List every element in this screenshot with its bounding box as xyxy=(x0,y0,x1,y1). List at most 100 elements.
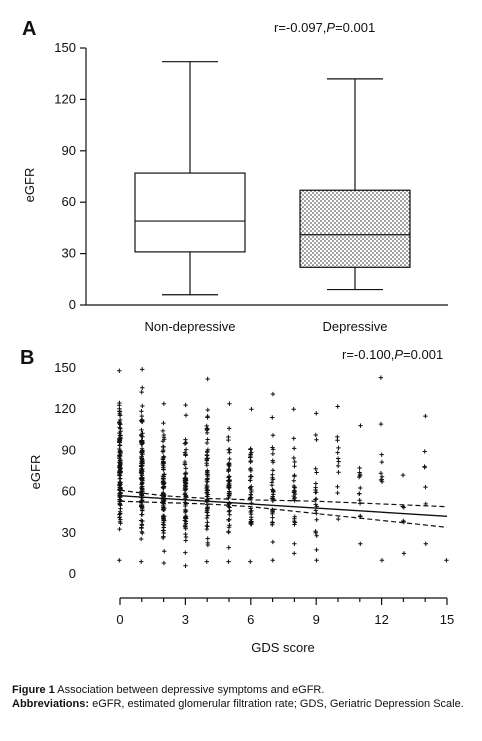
scatter-point xyxy=(270,558,275,563)
scatter-point xyxy=(379,558,385,563)
scatter-point xyxy=(336,470,341,475)
scatter-point xyxy=(227,512,232,517)
scatter-point xyxy=(118,498,123,503)
panel-b-x-tick-label: 12 xyxy=(374,612,388,627)
scatter-point xyxy=(358,485,363,491)
scatter-point xyxy=(248,559,253,564)
scatter-point xyxy=(422,464,427,469)
scatter-point xyxy=(204,477,210,483)
scatter-point xyxy=(138,475,144,481)
scatter-point xyxy=(160,535,166,541)
scatter-point xyxy=(226,483,232,488)
scatter-point xyxy=(139,479,145,485)
scatter-point xyxy=(314,437,319,442)
scatter-point xyxy=(139,427,144,433)
scatter-point xyxy=(358,541,363,546)
scatter-point xyxy=(205,437,210,442)
scatter-point xyxy=(314,547,319,553)
panel-a-category-label: Depressive xyxy=(322,319,387,334)
scatter-point xyxy=(160,428,166,434)
scatter-point xyxy=(226,469,231,474)
scatter-point xyxy=(117,483,122,488)
scatter-point xyxy=(335,463,341,469)
scatter-point xyxy=(204,427,210,433)
caption-figure-text: Association between depressive symptoms … xyxy=(54,684,325,696)
scatter-point xyxy=(248,509,253,515)
scatter-column xyxy=(356,423,363,546)
scatter-point xyxy=(117,502,123,507)
scatter-point xyxy=(117,476,123,481)
scatter-column xyxy=(160,401,167,566)
scatter-column xyxy=(226,401,232,564)
scatter-point xyxy=(227,401,232,406)
scatter-point xyxy=(313,502,318,507)
scatter-column xyxy=(378,375,385,563)
scatter-point xyxy=(139,525,144,530)
scatter-point xyxy=(204,461,209,466)
scatter-point xyxy=(292,519,297,524)
scatter-point xyxy=(291,436,296,441)
scatter-point xyxy=(140,403,145,409)
panel-b-annotation: r=-0.100,P=0.001 xyxy=(342,347,443,362)
scatter-point xyxy=(400,472,406,478)
scatter-point xyxy=(423,413,428,419)
panel-a-y-tick-label: 0 xyxy=(69,297,76,312)
scatter-point xyxy=(117,558,122,563)
scatter-point xyxy=(162,472,167,477)
scatter-point xyxy=(335,438,340,443)
scatter-point xyxy=(314,470,319,475)
scatter-point xyxy=(357,491,362,497)
scatter-point xyxy=(139,466,144,472)
scatter-point xyxy=(379,474,385,479)
scatter-point xyxy=(270,509,275,515)
scatter-point xyxy=(182,441,188,446)
scatter-point xyxy=(117,425,122,430)
scatter-point xyxy=(205,520,210,525)
scatter-point xyxy=(247,485,253,490)
scatter-point xyxy=(117,420,122,426)
scatter-point xyxy=(140,518,145,524)
scatter-point xyxy=(161,420,166,426)
scatter-point xyxy=(204,502,210,507)
scatter-point xyxy=(227,450,232,455)
panel-a-y-tick-label: 120 xyxy=(54,91,76,106)
scatter-point xyxy=(226,517,231,523)
scatter-point xyxy=(291,455,297,461)
scatter-point xyxy=(313,489,319,495)
scatter-point xyxy=(270,539,276,545)
scatter-point xyxy=(291,490,297,495)
scatter-point xyxy=(248,459,253,465)
scatter-point xyxy=(205,470,210,475)
scatter-point xyxy=(335,450,340,455)
panel-a-y-tick-label: 90 xyxy=(62,143,76,158)
scatter-point xyxy=(205,376,210,382)
scatter-point xyxy=(249,521,254,527)
scatter-point xyxy=(204,440,210,446)
scatter-point xyxy=(357,470,362,475)
scatter-point xyxy=(183,413,189,418)
scatter-point xyxy=(139,449,144,455)
panel-b-annotation-value: =0.001 xyxy=(403,347,443,362)
panel-a: A r=-0.097,P=0.001 eGFR 0 30 60 90 120 150 No… xyxy=(22,18,448,334)
scatter-point xyxy=(139,512,144,517)
scatter-point xyxy=(161,517,166,523)
scatter-point xyxy=(183,514,189,519)
scatter-point xyxy=(161,455,167,460)
scatter-column xyxy=(117,368,123,563)
scatter-point xyxy=(183,466,188,471)
scatter-point xyxy=(183,475,188,481)
panel-b-x-tick-label: 0 xyxy=(116,612,123,627)
scatter-point xyxy=(161,467,166,472)
scatter-point xyxy=(160,506,166,512)
scatter-point xyxy=(117,460,123,466)
scatter-point xyxy=(117,456,122,461)
panel-b-y-tick-label: 120 xyxy=(54,401,76,416)
scatter-point xyxy=(378,470,384,476)
box-iqr xyxy=(134,172,246,253)
scatter-point xyxy=(117,450,122,455)
box-depressive: Depressive xyxy=(299,78,411,334)
scatter-point xyxy=(291,483,297,489)
scatter-point xyxy=(182,462,188,467)
scatter-point xyxy=(183,538,188,543)
scatter-point xyxy=(270,515,275,520)
